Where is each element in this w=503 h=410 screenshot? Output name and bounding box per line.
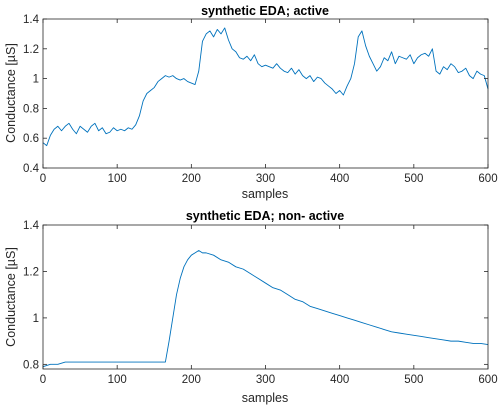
y-tick-label: 0.8: [23, 103, 39, 115]
x-tick-label: 200: [182, 173, 201, 185]
chart-panel-non-active: synthetic EDA; non- active Conductance […: [4, 209, 498, 405]
chart-title: synthetic EDA; active: [201, 4, 329, 18]
x-tick-label: 600: [478, 173, 497, 185]
x-tick-label: 400: [330, 173, 349, 185]
chart-panel-active: synthetic EDA; active Conductance [µS] s…: [4, 4, 498, 201]
y-axis-label: Conductance [µS]: [4, 247, 18, 347]
x-axis-label: samples: [242, 187, 289, 201]
y-tick-label: 1.4: [23, 220, 40, 232]
y-axis-label: Conductance [µS]: [4, 43, 18, 143]
x-tick-label: 300: [256, 173, 275, 185]
y-tick-label: 0.6: [23, 133, 39, 145]
y-tick-label: 1: [33, 74, 39, 86]
y-tick-label: 1.2: [23, 44, 39, 56]
x-tick-label: 500: [404, 173, 423, 185]
y-tick-label: 0.8: [23, 359, 39, 371]
x-tick-label: 600: [478, 374, 497, 386]
series-line: [42, 250, 489, 368]
y-tick-label: 1.4: [23, 14, 40, 26]
y-tick-label: 1.2: [23, 266, 39, 278]
axis-ticks: 0 100 200 300 400 500 600 0.8 1 1.2 1.4: [23, 220, 498, 386]
x-axis-label: samples: [242, 391, 289, 405]
x-tick-label: 500: [404, 374, 423, 386]
axes-box: [42, 224, 489, 370]
axes-box: [42, 18, 489, 169]
series-marks: [42, 27, 489, 147]
x-tick-label: 400: [330, 374, 349, 386]
x-tick-label: 200: [182, 374, 201, 386]
x-tick-label: 0: [40, 173, 46, 185]
series-line: [42, 27, 489, 147]
plot-area: [43, 225, 488, 369]
y-tick-label: 1: [33, 313, 39, 325]
x-tick-label: 100: [108, 374, 127, 386]
y-tick-label: 0.4: [23, 163, 40, 175]
x-tick-label: 0: [40, 374, 46, 386]
x-tick-label: 300: [256, 374, 275, 386]
series-marks: [42, 250, 489, 368]
chart-title: synthetic EDA; non- active: [186, 209, 344, 223]
plot-area: [43, 19, 488, 168]
x-tick-label: 100: [108, 173, 127, 185]
